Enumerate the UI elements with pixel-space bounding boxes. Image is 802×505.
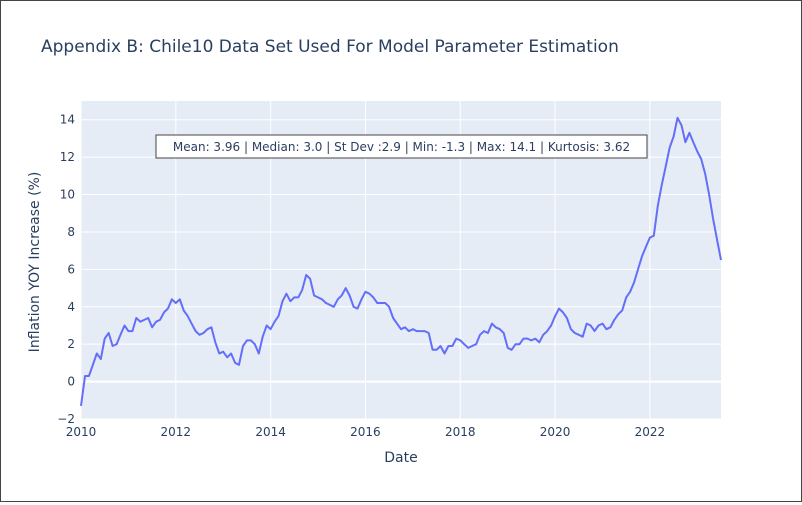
y-axis-label: Inflation YOY Increase (%) [27, 172, 43, 353]
x-axis-label: Date [384, 450, 417, 466]
y-tick-label: 14 [60, 113, 75, 127]
x-tick-label: 2012 [161, 425, 192, 439]
x-tick-label: 2016 [350, 425, 381, 439]
y-tick-label: 4 [67, 300, 75, 314]
x-axis-tick-labels: 2010 2012 2014 2016 2018 2020 2022 [66, 425, 665, 439]
y-axis-tick-labels: −2 0 2 4 6 8 10 12 14 [57, 113, 75, 426]
y-tick-label: 10 [60, 188, 75, 202]
x-tick-label: 2018 [445, 425, 476, 439]
inflation-series-line [80, 116, 722, 407]
stats-annotation-text: Mean: 3.96 | Median: 3.0 | St Dev :2.9 |… [173, 140, 630, 154]
x-tick-label: 2020 [540, 425, 571, 439]
x-tick-label: 2014 [255, 425, 286, 439]
y-tick-label: 8 [67, 225, 75, 239]
x-tick-label: 2022 [635, 425, 666, 439]
y-tick-label: 6 [67, 262, 75, 276]
y-tick-label: 0 [67, 375, 75, 389]
x-tick-label: 2010 [66, 425, 97, 439]
chart-title: Appendix B: Chile10 Data Set Used For Mo… [41, 37, 619, 57]
y-tick-label: 12 [60, 150, 75, 164]
y-tick-label: −2 [57, 412, 75, 426]
y-tick-label: 2 [67, 337, 75, 351]
stats-annotation-box [155, 134, 648, 159]
